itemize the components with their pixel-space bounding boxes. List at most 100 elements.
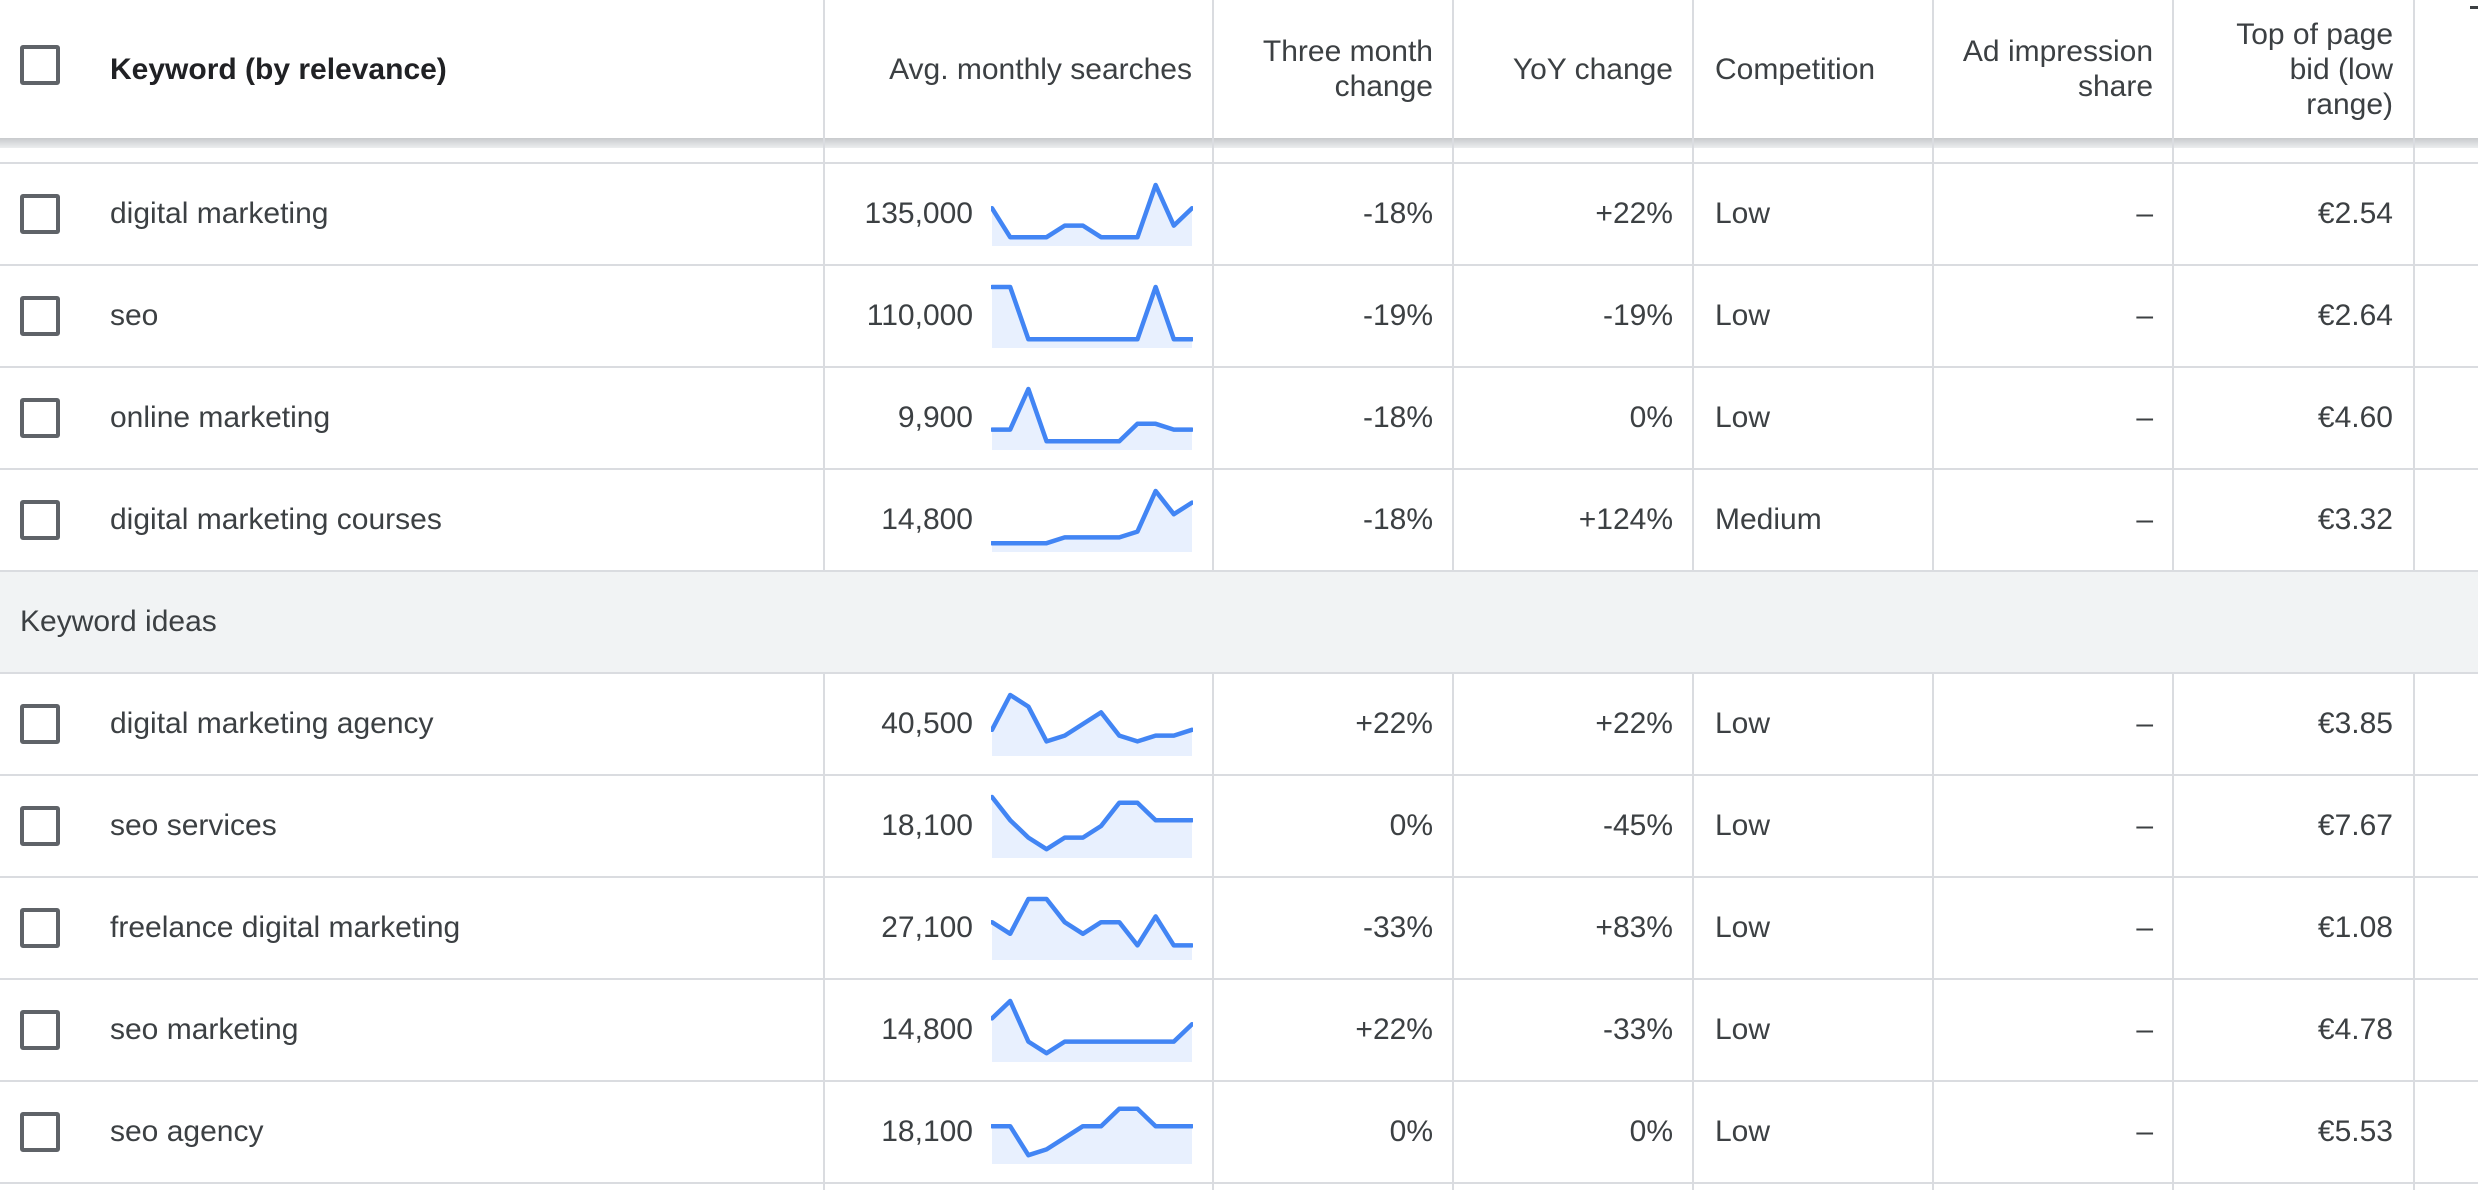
sparkline-line: [991, 284, 1193, 342]
section-label: Keyword ideas: [20, 605, 217, 638]
avg-monthly-searches: 135,000: [864, 197, 973, 230]
avg-monthly-searches: 14,800: [881, 503, 973, 536]
keyword-text[interactable]: freelance digital marketing: [110, 911, 461, 944]
table-row[interactable]: digital marketing 135,000 -18% +22% Low …: [0, 164, 2478, 264]
keyword-text[interactable]: seo agency: [110, 1115, 264, 1148]
top-of-page-bid-low: €1.08: [2317, 911, 2393, 944]
top-of-page-bid-low: €3.32: [2317, 503, 2393, 536]
three-month-change: 0%: [1389, 809, 1433, 842]
keyword-text[interactable]: digital marketing courses: [110, 503, 442, 536]
col-header-keyword[interactable]: Keyword (by relevance): [110, 52, 447, 86]
sparkline-line: [991, 896, 1193, 948]
keyword-text[interactable]: online marketing: [110, 401, 331, 434]
row-checkbox[interactable]: [20, 806, 60, 846]
keyword-text[interactable]: digital marketing agency: [110, 707, 434, 740]
competition: Low: [1715, 197, 1771, 230]
three-month-change: -33%: [1362, 911, 1433, 944]
row-divider: [0, 1182, 2478, 1184]
row-checkbox[interactable]: [20, 398, 60, 438]
row-divider: [0, 672, 2478, 674]
col-divider: [1692, 0, 1694, 571]
header-divider: [0, 138, 2478, 148]
keyword-text[interactable]: seo services: [110, 809, 277, 842]
ad-impression-share: –: [2136, 197, 2153, 230]
table-row[interactable]: seo 110,000 -19% -19% Low – €2.64: [0, 266, 2478, 366]
sparkline-area: [992, 1108, 1192, 1164]
ad-impression-share: –: [2136, 299, 2153, 332]
row-divider: [0, 978, 2478, 980]
yoy-change: -19%: [1602, 299, 1673, 332]
row-checkbox[interactable]: [20, 296, 60, 336]
select-all-checkbox[interactable]: [20, 45, 60, 85]
sparkline-line: [991, 386, 1193, 444]
row-checkbox[interactable]: [20, 1112, 60, 1152]
col-header-yoy-change[interactable]: YoY change: [1512, 52, 1673, 86]
table-row[interactable]: freelance digital marketing 27,100 -33% …: [0, 878, 2478, 978]
col-header-competition[interactable]: Competition: [1715, 52, 1876, 86]
competition: Low: [1715, 911, 1771, 944]
trend-sparkline: [991, 284, 1193, 348]
col-divider: [1212, 0, 1214, 571]
keyword-text[interactable]: seo: [110, 299, 159, 332]
competition: Low: [1715, 1013, 1771, 1046]
ad-impression-share: –: [2136, 707, 2153, 740]
trend-sparkline: [991, 386, 1193, 450]
three-month-change: -18%: [1362, 401, 1433, 434]
row-checkbox[interactable]: [20, 704, 60, 744]
yoy-change: -33%: [1602, 1013, 1673, 1046]
top-of-page-bid-low: €4.78: [2317, 1013, 2393, 1046]
sparkline-line: [991, 1106, 1193, 1158]
keyword-text[interactable]: digital marketing: [110, 197, 329, 230]
ad-impression-share: –: [2136, 911, 2153, 944]
row-checkbox[interactable]: [20, 908, 60, 948]
col-header-top-of-page-bid-low[interactable]: Top of page bid (low range): [2236, 17, 2393, 121]
row-divider: [0, 468, 2478, 470]
row-divider: [0, 774, 2478, 776]
table-row[interactable]: seo marketing 14,800 +22% -33% Low – €4.…: [0, 980, 2478, 1080]
row-checkbox[interactable]: [20, 500, 60, 540]
table-row[interactable]: digital marketing agency 40,500 +22% +22…: [0, 674, 2478, 774]
row-divider: [0, 162, 2478, 164]
table-row[interactable]: seo services 18,100 0% -45% Low – €7.67: [0, 776, 2478, 876]
ad-impression-share: –: [2136, 401, 2153, 434]
col-divider: [2172, 673, 2174, 1190]
yoy-change: +22%: [1595, 197, 1673, 230]
sparkline-area: [992, 797, 1192, 858]
col-divider: [1932, 673, 1934, 1190]
col-divider: [2413, 673, 2415, 1190]
col-header-avg-monthly-searches[interactable]: Avg. monthly searches: [889, 52, 1192, 86]
top-of-page-bid-low: €3.85: [2317, 707, 2393, 740]
trend-sparkline: [991, 182, 1193, 246]
ad-impression-share: –: [2136, 1115, 2153, 1148]
table-row[interactable]: online marketing 9,900 -18% 0% Low – €4.…: [0, 368, 2478, 468]
three-month-change: +22%: [1355, 1013, 1433, 1046]
competition: Low: [1715, 299, 1771, 332]
col-header-ad-impression-share[interactable]: Ad impression share: [1962, 35, 2153, 103]
table-row[interactable]: digital marketing courses 14,800 -18% +1…: [0, 470, 2478, 570]
row-checkbox[interactable]: [20, 194, 60, 234]
yoy-change: -45%: [1602, 809, 1673, 842]
competition: Low: [1715, 707, 1771, 740]
keyword-text[interactable]: seo marketing: [110, 1013, 299, 1046]
avg-monthly-searches: 18,100: [881, 1115, 973, 1148]
row-divider: [0, 366, 2478, 368]
ad-impression-share: –: [2136, 503, 2153, 536]
sparkline-line: [991, 998, 1193, 1056]
sparkline-line: [991, 794, 1193, 852]
ad-impression-share: –: [2136, 1013, 2153, 1046]
col-divider: [1692, 673, 1694, 1190]
avg-monthly-searches: 40,500: [881, 707, 973, 740]
sparkline-line: [991, 488, 1193, 546]
avg-monthly-searches: 9,900: [897, 401, 973, 434]
top-of-page-bid-low: €2.54: [2317, 197, 2393, 230]
col-header-three-month-change[interactable]: Three month change: [1262, 35, 1433, 103]
section-keyword-ideas: [0, 571, 2478, 673]
three-month-change: -19%: [1362, 299, 1433, 332]
avg-monthly-searches: 27,100: [881, 911, 973, 944]
yoy-change: +83%: [1595, 911, 1673, 944]
row-checkbox[interactable]: [20, 1010, 60, 1050]
next-column-edge: [2470, 6, 2478, 9]
table-row[interactable]: seo agency 18,100 0% 0% Low – €5.53: [0, 1082, 2478, 1182]
avg-monthly-searches: 18,100: [881, 809, 973, 842]
trend-sparkline: [991, 488, 1193, 552]
